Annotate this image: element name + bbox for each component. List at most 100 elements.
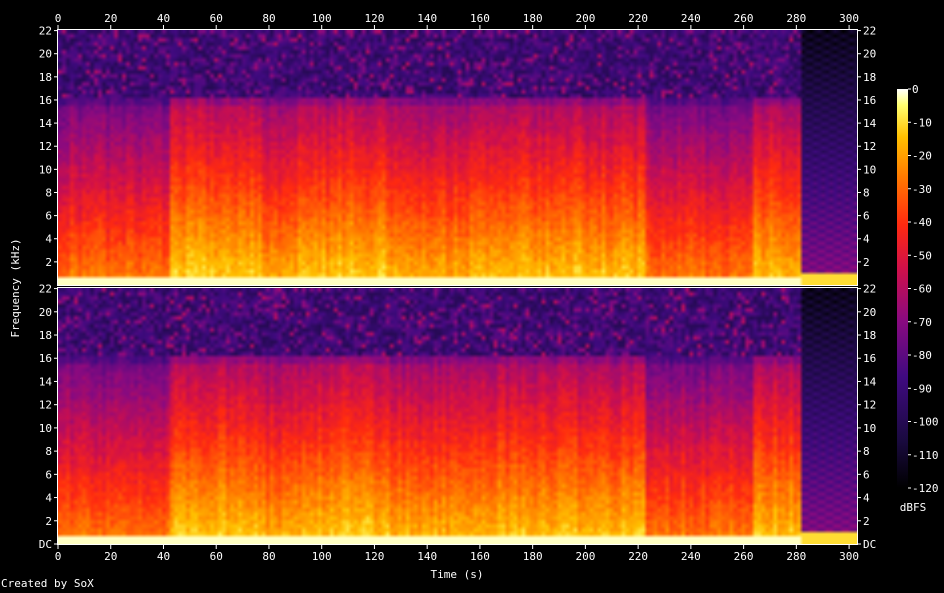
x-tick-label-top: 20 <box>104 12 117 25</box>
x-tick-label-top: 200 <box>575 12 595 25</box>
y-tick-label-right: 18 <box>863 329 876 342</box>
colorbar-tick-label: -20 <box>912 150 932 163</box>
colorbar-tick-label: -40 <box>912 216 932 229</box>
x-tick-label-bottom: 40 <box>157 550 170 563</box>
x-tick-label-top: 140 <box>417 12 437 25</box>
x-tick-label-bottom: 220 <box>628 550 648 563</box>
x-tick-label-top: 180 <box>523 12 543 25</box>
x-tick-label-bottom: 0 <box>55 550 62 563</box>
y-tick-label: 6 <box>45 210 52 223</box>
y-tick-label: DC <box>39 538 52 551</box>
x-tick-label-bottom: 240 <box>681 550 701 563</box>
y-tick-label-right: 2 <box>863 515 870 528</box>
x-tick-label-bottom: 160 <box>470 550 490 563</box>
panel-frame-1 <box>57 29 858 286</box>
panel-frame-2 <box>57 287 858 545</box>
x-tick-label-bottom: 120 <box>364 550 384 563</box>
y-tick-label: 10 <box>39 422 52 435</box>
x-tick-label-top: 120 <box>364 12 384 25</box>
y-tick-label: 20 <box>39 48 52 61</box>
colorbar-tick-label: -110 <box>912 449 939 462</box>
x-tick-label-bottom: 80 <box>262 550 275 563</box>
y-tick-label: 4 <box>45 233 52 246</box>
colorbar-tick-label: 0 <box>912 83 919 96</box>
x-tick-label-top: 280 <box>786 12 806 25</box>
y-tick-label: 22 <box>39 283 52 296</box>
y-tick-label: 14 <box>39 117 53 130</box>
x-tick-label-bottom: 200 <box>575 550 595 563</box>
x-tick-label-top: 80 <box>262 12 275 25</box>
y-tick-label-right: 8 <box>863 445 870 458</box>
x-tick-label-bottom: 300 <box>839 550 859 563</box>
y-tick-label-right: 16 <box>863 94 876 107</box>
y-tick-label: 18 <box>39 329 52 342</box>
x-axis-label: Time (s) <box>431 568 484 581</box>
x-tick-label-bottom: 180 <box>523 550 543 563</box>
y-tick-label: 16 <box>39 94 52 107</box>
y-tick-label-right: 22 <box>863 283 876 296</box>
x-tick-label-top: 300 <box>839 12 859 25</box>
y-tick-label: 12 <box>39 140 52 153</box>
y-tick-label: 4 <box>45 492 52 505</box>
y-tick-label: 2 <box>45 515 52 528</box>
y-tick-label: 18 <box>39 71 52 84</box>
y-tick-label-right: 2 <box>863 256 870 269</box>
y-tick-label-right: DC <box>863 538 876 551</box>
colorbar-tick-label: -30 <box>912 183 932 196</box>
x-tick-label-top: 0 <box>55 12 62 25</box>
y-tick-label: 12 <box>39 399 52 412</box>
y-tick-label: 2 <box>45 256 52 269</box>
y-tick-label: 10 <box>39 163 52 176</box>
y-tick-label-right: 6 <box>863 210 870 223</box>
spectrogram-channel-1 <box>58 30 857 285</box>
colorbar-label: dBFS <box>900 501 927 514</box>
y-tick-label-right: 14 <box>863 375 877 388</box>
y-tick-label: 6 <box>45 468 52 481</box>
y-tick-label-right: 12 <box>863 140 876 153</box>
colorbar-tick-label: -90 <box>912 382 932 395</box>
x-tick-label-top: 100 <box>312 12 332 25</box>
x-tick-label-bottom: 100 <box>312 550 332 563</box>
x-tick-label-bottom: 60 <box>210 550 223 563</box>
colorbar <box>897 89 908 488</box>
colorbar-tick-label: -120 <box>912 482 939 495</box>
colorbar-tick-label: -80 <box>912 349 932 362</box>
x-tick-label-bottom: 280 <box>786 550 806 563</box>
colorbar-tick-label: -70 <box>912 316 932 329</box>
y-tick-label-right: 20 <box>863 48 876 61</box>
y-tick-label-right: 10 <box>863 422 876 435</box>
y-axis-label: Frequency (kHz) <box>9 238 22 337</box>
y-tick-label-right: 20 <box>863 306 876 319</box>
y-tick-label-right: 18 <box>863 71 876 84</box>
y-tick-label-right: 14 <box>863 117 877 130</box>
y-tick-label-right: 22 <box>863 25 876 38</box>
y-tick-label-right: 4 <box>863 233 870 246</box>
y-tick-label-right: 8 <box>863 186 870 199</box>
y-tick-label-right: 10 <box>863 163 876 176</box>
colorbar-tick-label: -10 <box>912 116 932 129</box>
y-tick-label: 22 <box>39 25 52 38</box>
x-tick-label-top: 240 <box>681 12 701 25</box>
x-tick-label-bottom: 20 <box>104 550 117 563</box>
y-tick-label-right: 16 <box>863 352 876 365</box>
x-tick-label-bottom: 260 <box>734 550 754 563</box>
x-tick-label-top: 40 <box>157 12 170 25</box>
x-tick-label-bottom: 140 <box>417 550 437 563</box>
y-tick-label-right: 4 <box>863 492 870 505</box>
colorbar-tick-label: -100 <box>912 416 939 429</box>
colorbar-tick-label: -60 <box>912 283 932 296</box>
credit-text: Created by SoX <box>1 577 94 590</box>
colorbar-tick-label: -50 <box>912 249 932 262</box>
x-tick-label-top: 260 <box>734 12 754 25</box>
y-tick-label: 20 <box>39 306 52 319</box>
y-tick-label: 16 <box>39 352 52 365</box>
x-tick-label-top: 160 <box>470 12 490 25</box>
y-tick-label: 14 <box>39 375 53 388</box>
x-tick-label-top: 60 <box>210 12 223 25</box>
x-tick-label-top: 220 <box>628 12 648 25</box>
y-tick-label: 8 <box>45 186 52 199</box>
y-tick-label-right: 12 <box>863 399 876 412</box>
y-tick-label: 8 <box>45 445 52 458</box>
spectrogram-channel-2 <box>58 288 857 544</box>
